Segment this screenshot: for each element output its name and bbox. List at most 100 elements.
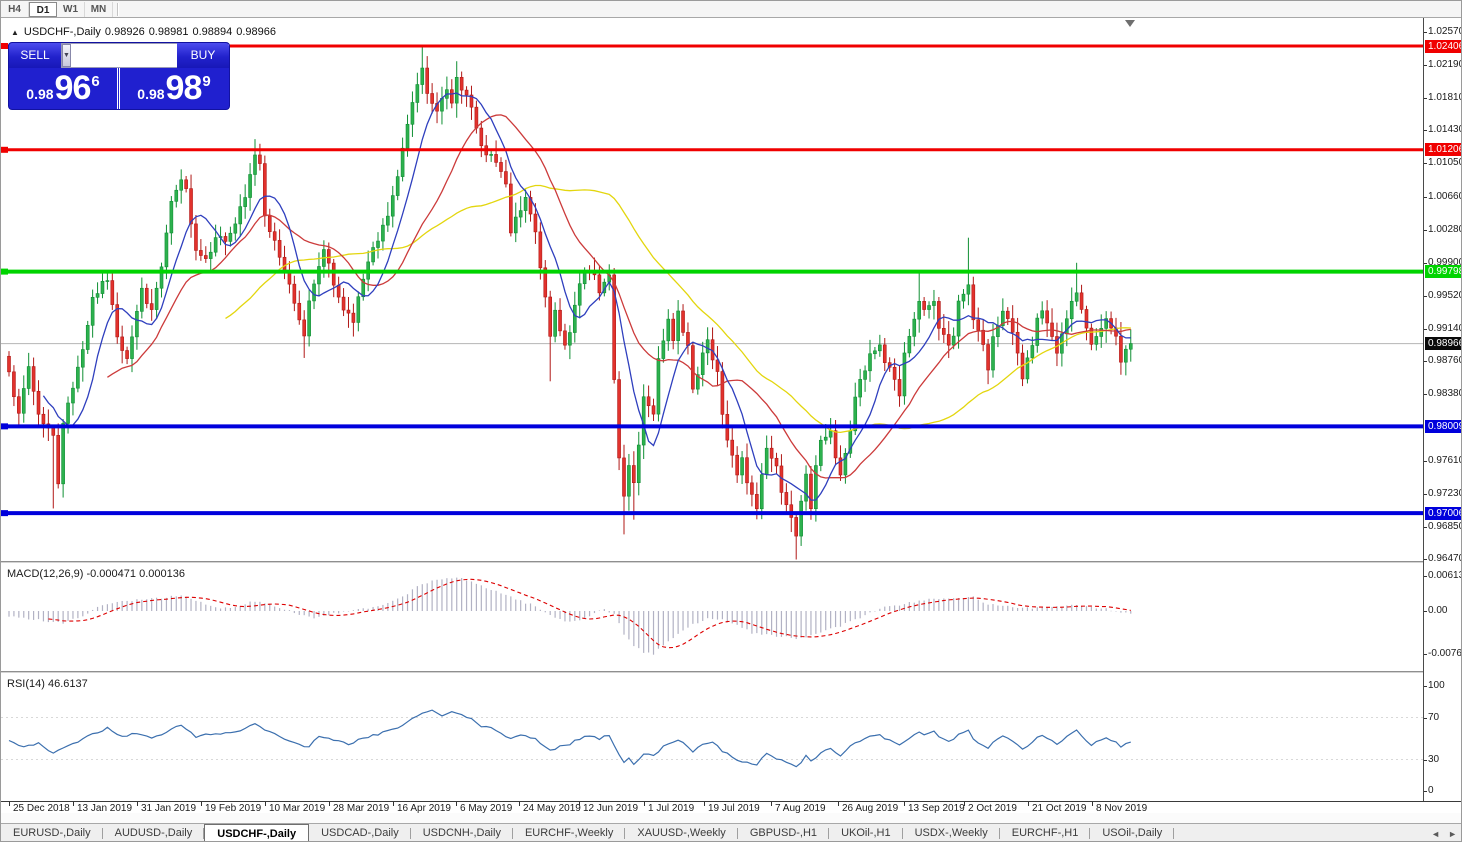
- date-axis-tick: [904, 802, 905, 806]
- sell-price-sup: 6: [91, 73, 100, 90]
- timeframe-button-h4[interactable]: H4: [1, 1, 29, 17]
- ohlc-close: 0.98966: [236, 26, 276, 38]
- price-badge-0.98009: 0.98009: [1425, 419, 1461, 433]
- level-line-anchor-marker: [1, 423, 8, 430]
- date-axis-label: 2 Oct 2019: [968, 803, 1017, 814]
- date-axis-tick: [456, 802, 457, 806]
- bottom-gap-strip: [1, 813, 1461, 823]
- price-badge-0.99798: 0.99798: [1425, 265, 1461, 279]
- date-axis-label: 7 Aug 2019: [775, 803, 826, 814]
- symbol-tab-usoil-daily[interactable]: USOil-,Daily: [1090, 824, 1175, 841]
- date-axis-label: 19 Feb 2019: [205, 803, 262, 814]
- macd-indicator-chart[interactable]: MACD(12,26,9) -0.000471 0.000136: [1, 563, 1423, 671]
- symbol-tab-eurchf-weekly[interactable]: EURCHF-,Weekly: [513, 824, 626, 841]
- toolbar-separator: [117, 2, 119, 16]
- date-axis-label: 16 Apr 2019: [397, 803, 451, 814]
- rsi-axis-label: 30: [1428, 753, 1440, 765]
- buy-price-display[interactable]: 0.98 98 9: [119, 68, 228, 109]
- tabs-scroll-right-icon[interactable]: ►: [1448, 828, 1457, 839]
- collapse-arrow-icon[interactable]: ▲: [11, 28, 19, 37]
- level-line-anchor-marker: [1, 268, 8, 275]
- buy-price-small: 0.98: [137, 85, 165, 102]
- price-axis-tick: [1424, 559, 1427, 561]
- macd-label: MACD(12,26,9) -0.000471 0.000136: [7, 568, 185, 580]
- ohlc-low: 0.98894: [192, 26, 233, 38]
- symbol-tab-gbpusd-h1[interactable]: GBPUSD-,H1: [738, 824, 830, 841]
- macd-axis-tick: [1424, 654, 1427, 656]
- chart-symbol-period: USDCHF-,Daily: [23, 26, 101, 38]
- symbol-tab-usdx-weekly[interactable]: USDX-,Weekly: [903, 824, 1000, 841]
- buy-button[interactable]: BUY: [177, 43, 229, 68]
- rsi-axis-tick: [1424, 686, 1427, 687]
- price-axis-label: 1.01430: [1428, 124, 1462, 136]
- symbol-tab-xauusd-weekly[interactable]: XAUUSD-,Weekly: [625, 824, 738, 841]
- rsi-axis-tick: [1424, 759, 1427, 761]
- timeframe-button-mn[interactable]: MN: [85, 1, 113, 17]
- symbol-tab-eurusd-daily[interactable]: EURUSD-,Daily: [1, 824, 103, 841]
- symbol-tab-usdchf-daily[interactable]: USDCHF-,Daily: [204, 824, 310, 841]
- date-axis-tick: [1028, 802, 1029, 806]
- rsi-axis-label: 70: [1428, 711, 1440, 723]
- price-axis-label: 1.01050: [1428, 157, 1462, 169]
- date-axis-tick: [1092, 802, 1093, 806]
- level-line-anchor-marker: [1, 510, 8, 517]
- symbol-tab-eurchf-h1[interactable]: EURCHF-,H1: [1000, 824, 1091, 841]
- level-line-anchor-marker: [1, 43, 8, 49]
- timeframe-button-w1[interactable]: W1: [57, 1, 85, 17]
- main-price-chart[interactable]: [1, 18, 1423, 561]
- ohlc-high: 0.98981: [148, 26, 189, 38]
- date-axis-label: 25 Dec 2018: [13, 803, 70, 814]
- price-axis[interactable]: 1.02570 1.02190 1.01810 1.01430 1.01050 1.006…: [1423, 18, 1462, 813]
- price-axis-tick: [1424, 295, 1427, 297]
- price-axis-tick: [1424, 394, 1427, 396]
- date-axis-label: 24 May 2019: [523, 803, 581, 814]
- timeframe-button-d1[interactable]: D1: [29, 1, 57, 17]
- tabs-scroll-left-icon[interactable]: ◄: [1431, 828, 1441, 839]
- date-axis-tick: [964, 802, 965, 806]
- symbol-tab-usdcad-daily[interactable]: USDCAD-,Daily: [309, 824, 411, 841]
- date-axis-tick: [771, 802, 772, 806]
- date-axis-tick: [329, 802, 330, 806]
- date-axis-label: 12 Jun 2019: [583, 803, 639, 814]
- volume-decrease-button[interactable]: ▼: [62, 44, 71, 67]
- price-badge-0.98966: 0.98966: [1425, 337, 1461, 351]
- price-axis-label: 1.02570: [1428, 25, 1462, 37]
- sell-button[interactable]: SELL: [9, 43, 61, 68]
- date-axis-label: 13 Sep 2019: [908, 803, 965, 814]
- price-axis-label: 1.00660: [1428, 191, 1462, 203]
- panel-separator[interactable]: [1, 671, 1461, 673]
- symbol-tab-usdcnh-daily[interactable]: USDCNH-,Daily: [411, 824, 513, 841]
- date-axis-label: 21 Oct 2019: [1032, 803, 1087, 814]
- price-axis-tick: [1424, 64, 1427, 66]
- price-axis-tick: [1424, 163, 1427, 165]
- moving-average-8: [42, 92, 1131, 501]
- sell-price-display[interactable]: 0.98 96 6: [9, 68, 118, 109]
- date-axis-tick: [393, 802, 394, 806]
- date-axis-label: 19 Jul 2019: [708, 803, 760, 814]
- level-line-anchor-marker: [1, 146, 8, 153]
- one-click-trade-panel: SELL ▼ ▲ BUY 0.98 96 6 0.98 98 9: [9, 43, 229, 109]
- price-axis-tick: [1424, 328, 1427, 330]
- date-axis-tick: [73, 802, 74, 806]
- chart-title: ▲ USDCHF-,Daily 0.98926 0.98981 0.98894 0.989…: [11, 26, 280, 38]
- ohlc-open: 0.98926: [104, 26, 145, 38]
- panel-separator[interactable]: [1, 561, 1461, 563]
- macd-axis-label: -0.007612: [1428, 648, 1462, 660]
- price-axis-tick: [1424, 361, 1427, 363]
- date-axis-label: 8 Nov 2019: [1096, 803, 1148, 814]
- sell-price-small: 0.98: [26, 85, 54, 102]
- macd-axis-tick: [1424, 575, 1427, 577]
- timeframe-toolbar: H4 D1 W1 MN: [1, 1, 1461, 18]
- date-axis-tick: [579, 802, 580, 806]
- price-axis-label: 0.97230: [1428, 487, 1462, 499]
- rsi-indicator-chart[interactable]: RSI(14) 46.6137: [1, 673, 1423, 799]
- price-axis-tick: [1424, 197, 1427, 199]
- date-axis[interactable]: 25 Dec 2018 13 Jan 2019 31 Jan 2019 19 Feb …: [1, 801, 1461, 814]
- rsi-axis-label: 100: [1428, 680, 1445, 691]
- price-axis-tick: [1424, 130, 1427, 132]
- macd-axis-label: 0.00613: [1428, 569, 1462, 581]
- chart-shift-marker-icon[interactable]: [1125, 20, 1135, 27]
- symbol-tab-ukoil-h1[interactable]: UKOil-,H1: [829, 824, 903, 841]
- date-axis-tick: [201, 802, 202, 806]
- symbol-tab-audusd-daily[interactable]: AUDUSD-,Daily: [103, 824, 205, 841]
